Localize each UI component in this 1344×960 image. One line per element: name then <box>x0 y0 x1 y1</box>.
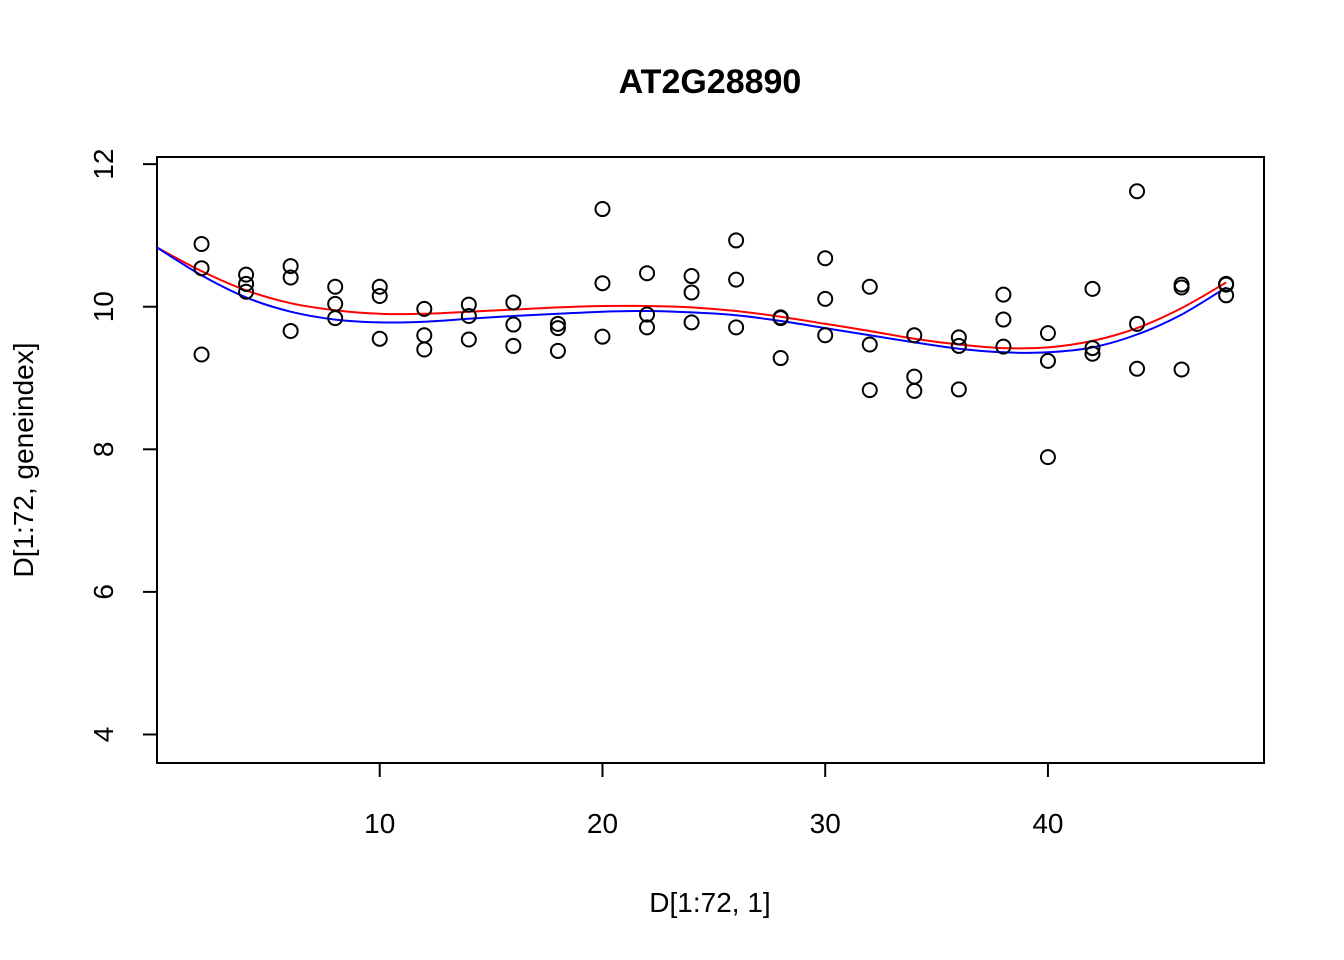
data-point <box>594 328 611 345</box>
data-point <box>639 319 656 336</box>
data-point <box>238 283 255 300</box>
data-point <box>505 316 522 333</box>
data-point <box>1129 360 1146 377</box>
y-tick-label: 12 <box>88 149 119 180</box>
data-point <box>1039 325 1056 342</box>
fit-curve-2 <box>156 246 1227 354</box>
data-point <box>861 336 878 353</box>
data-point <box>1039 352 1056 369</box>
data-point <box>861 278 878 295</box>
data-point <box>728 319 745 336</box>
data-point <box>549 315 566 332</box>
y-axis-label: D[1:72, geneindex] <box>8 342 39 577</box>
x-axis: 10 20 30 40 <box>364 762 1064 839</box>
data-point <box>683 268 700 285</box>
y-tick-label: 10 <box>88 291 119 322</box>
data-point <box>549 342 566 359</box>
data-point <box>460 307 477 324</box>
y-tick-label: 8 <box>88 442 119 458</box>
x-tick-label: 10 <box>364 808 395 839</box>
data-point <box>238 275 255 292</box>
data-point <box>950 329 967 346</box>
data-point <box>416 341 433 358</box>
data-point <box>282 269 299 286</box>
x-tick-label: 30 <box>810 808 841 839</box>
data-point <box>906 368 923 385</box>
data-point <box>639 306 656 323</box>
x-axis-label: D[1:72, 1] <box>649 887 770 918</box>
data-point <box>683 314 700 331</box>
data-point <box>817 250 834 267</box>
x-tick-label: 20 <box>587 808 618 839</box>
data-point <box>639 265 656 282</box>
data-point <box>416 300 433 317</box>
data-point <box>906 382 923 399</box>
data-point <box>817 290 834 307</box>
data-point <box>371 330 388 347</box>
data-point <box>772 310 789 327</box>
data-points <box>193 183 1235 466</box>
data-point <box>1218 276 1235 293</box>
data-point <box>193 260 210 277</box>
data-point <box>1173 279 1190 296</box>
x-tick-label: 40 <box>1032 808 1063 839</box>
data-point <box>728 232 745 249</box>
data-point <box>906 327 923 344</box>
chart-title: AT2G28890 <box>619 63 802 101</box>
data-point <box>1218 287 1235 304</box>
data-point <box>1084 345 1101 362</box>
data-point <box>371 278 388 295</box>
data-point <box>995 286 1012 303</box>
data-point <box>950 337 967 354</box>
data-point <box>549 320 566 337</box>
data-point <box>1129 183 1146 200</box>
data-point <box>594 201 611 218</box>
data-point <box>817 327 834 344</box>
data-point <box>728 271 745 288</box>
data-point <box>1039 449 1056 466</box>
data-point <box>238 266 255 283</box>
data-point <box>460 331 477 348</box>
data-point <box>995 338 1012 355</box>
data-point <box>995 311 1012 328</box>
data-point <box>327 310 344 327</box>
fit-curve-1 <box>156 246 1227 350</box>
data-point <box>950 381 967 398</box>
y-tick-label: 6 <box>88 584 119 600</box>
data-point <box>772 350 789 367</box>
data-point <box>282 322 299 339</box>
data-point <box>193 235 210 252</box>
plot-frame <box>156 156 1265 764</box>
data-point <box>1084 280 1101 297</box>
y-axis: 4 6 8 10 12 <box>88 149 158 743</box>
data-point <box>327 278 344 295</box>
data-point <box>193 346 210 363</box>
y-tick-label: 4 <box>88 727 119 743</box>
data-point <box>327 295 344 312</box>
data-point <box>282 258 299 275</box>
data-point <box>1173 361 1190 378</box>
data-point <box>460 296 477 313</box>
data-point <box>371 288 388 305</box>
data-point <box>861 382 878 399</box>
data-point <box>416 327 433 344</box>
data-point <box>505 337 522 354</box>
data-point <box>683 284 700 301</box>
data-point <box>505 294 522 311</box>
data-point <box>1129 315 1146 332</box>
data-point <box>1084 340 1101 357</box>
data-point <box>594 275 611 292</box>
